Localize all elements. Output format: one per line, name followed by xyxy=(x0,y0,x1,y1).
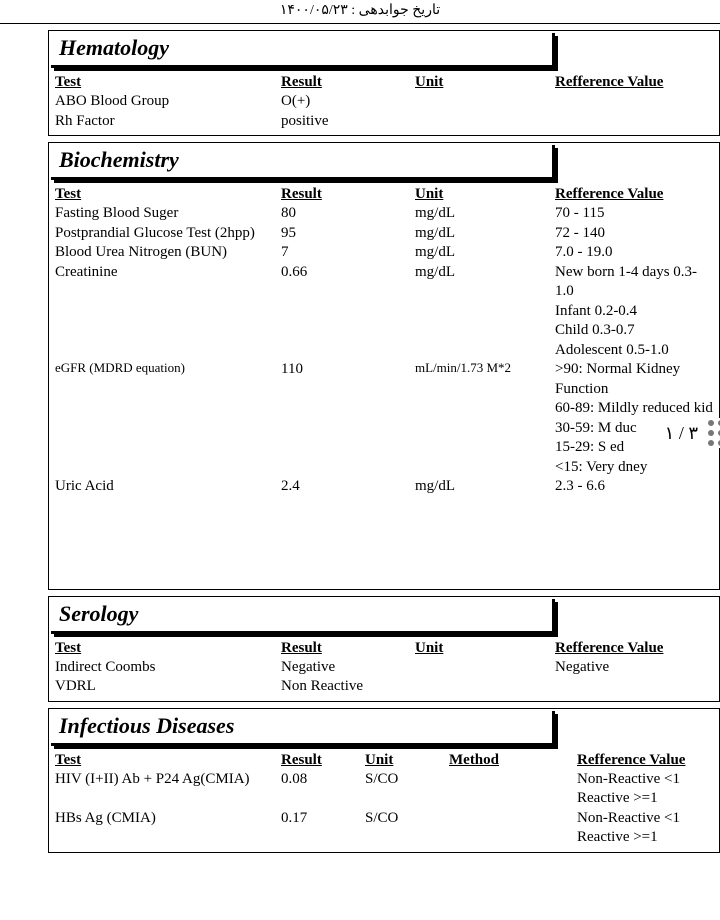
cell-result: 0.66 xyxy=(281,263,415,283)
cell-test: HIV (I+II) Ab + P24 Ag(CMIA) xyxy=(55,770,281,790)
cell-ref: 2.3 - 6.6 xyxy=(555,477,713,497)
cell-test: ABO Blood Group xyxy=(55,92,281,112)
cell-ref: 7.0 - 19.0 xyxy=(555,243,713,263)
cell-test: HBs Ag (CMIA) xyxy=(55,809,281,829)
table-row: Postprandial Glucose Test (2hpp)95mg/dL7… xyxy=(55,224,713,244)
cell-result: positive xyxy=(281,112,415,132)
col-ref: Refference Value xyxy=(555,74,713,91)
more-icon[interactable] xyxy=(708,420,720,446)
cell-unit: mg/dL xyxy=(415,477,555,497)
col-test: Test xyxy=(55,640,281,657)
section-title-serology: Serology xyxy=(51,599,555,634)
report-date: تاريخ جوابدهی : ۱۴۰۰/۰۵/۲۳ xyxy=(0,0,720,24)
cell-unit: S/CO xyxy=(365,809,449,829)
cell-unit: mg/dL xyxy=(415,263,555,283)
cell-ref: Non-Reactive <1 Reactive >=1 xyxy=(577,809,713,848)
col-unit: Unit xyxy=(365,752,449,769)
cell-unit: mg/dL xyxy=(415,243,555,263)
col-unit: Unit xyxy=(415,74,555,91)
col-test: Test xyxy=(55,752,281,769)
col-unit: Unit xyxy=(415,186,555,203)
page-indicator: ٣ / ١ xyxy=(665,423,698,444)
table-row: Uric Acid2.4mg/dL2.3 - 6.6 xyxy=(55,477,713,497)
cell-ref: 70 - 115 xyxy=(555,204,713,224)
table-header: Test Result Unit Refference Value xyxy=(55,74,713,91)
col-method: Method xyxy=(449,752,577,769)
cell-test: Fasting Blood Suger xyxy=(55,204,281,224)
cell-test: VDRL xyxy=(55,677,281,697)
col-test: Test xyxy=(55,186,281,203)
cell-result: 95 xyxy=(281,224,415,244)
col-ref: Refference Value xyxy=(555,640,713,657)
cell-test: Postprandial Glucose Test (2hpp) xyxy=(55,224,281,244)
col-test: Test xyxy=(55,74,281,91)
table-row: HIV (I+II) Ab + P24 Ag(CMIA)0.08S/CO Non-… xyxy=(55,770,713,809)
section-title-infectious: Infectious Diseases xyxy=(51,711,555,746)
section-hematology: Checked Hematology Test Result Unit Reff… xyxy=(48,30,720,136)
section-biochemistry: Checked by Biochemistry Test Result Unit… xyxy=(48,142,720,590)
cell-unit: mg/dL xyxy=(415,204,555,224)
section-title-biochemistry: Biochemistry xyxy=(51,145,555,180)
table-row: VDRLNon Reactive xyxy=(55,677,713,697)
col-ref: Refference Value xyxy=(577,752,713,769)
cell-ref: 72 - 140 xyxy=(555,224,713,244)
cell-test: Uric Acid xyxy=(55,477,281,497)
col-result: Result xyxy=(281,74,415,91)
cell-test: Creatinine xyxy=(55,263,281,283)
col-ref: Refference Value xyxy=(555,186,713,203)
cell-test: Rh Factor xyxy=(55,112,281,132)
cell-test: eGFR (MDRD equation) xyxy=(55,360,281,377)
table-header: Test Result Unit Refference Value xyxy=(55,640,713,657)
table-row: Blood Urea Nitrogen (BUN)7mg/dL7.0 - 19.… xyxy=(55,243,713,263)
cell-result: 80 xyxy=(281,204,415,224)
cell-result: Non Reactive xyxy=(281,677,415,697)
cell-result: 2.4 xyxy=(281,477,415,497)
table-row: Fasting Blood Suger80mg/dL70 - 115 xyxy=(55,204,713,224)
cell-ref: Negative xyxy=(555,658,713,678)
table-header: Test Result Unit Method Refference Value xyxy=(55,752,713,769)
page-indicator-overlay[interactable]: ٣ / ١ xyxy=(661,418,720,448)
table-row: ABO Blood GroupO(+) xyxy=(55,92,713,112)
cell-unit: mg/dL xyxy=(415,224,555,244)
col-result: Result xyxy=(281,640,415,657)
cell-result: 0.17 xyxy=(281,809,365,829)
table-row: Rh Factorpositive xyxy=(55,112,713,132)
table-header: Test Result Unit Refference Value xyxy=(55,186,713,203)
cell-result: 110 xyxy=(281,360,415,380)
col-result: Result xyxy=(281,752,365,769)
cell-ref: Non-Reactive <1 Reactive >=1 xyxy=(577,770,713,809)
section-title-hematology: Hematology xyxy=(51,33,555,68)
col-result: Result xyxy=(281,186,415,203)
section-serology: Chec Serology Test Result Unit Refferenc… xyxy=(48,596,720,702)
table-row: Indirect CoombsNegativeNegative xyxy=(55,658,713,678)
cell-test: Indirect Coombs xyxy=(55,658,281,678)
cell-test: Blood Urea Nitrogen (BUN) xyxy=(55,243,281,263)
section-infectious: Checked by Infectious Diseases Test Resu… xyxy=(48,708,720,853)
table-row: eGFR (MDRD equation)110mL/min/1.73 M*2>9… xyxy=(55,360,713,477)
table-row: Creatinine0.66mg/dLNew born 1-4 days 0.3… xyxy=(55,263,713,361)
cell-unit: S/CO xyxy=(365,770,449,790)
table-row: HBs Ag (CMIA)0.17S/CO Non-Reactive <1 Rea… xyxy=(55,809,713,848)
cell-unit: mL/min/1.73 M*2 xyxy=(415,360,555,377)
cell-result: Negative xyxy=(281,658,415,678)
col-unit: Unit xyxy=(415,640,555,657)
cell-ref: New born 1-4 days 0.3-1.0 Infant 0.2-0.4… xyxy=(555,263,713,361)
cell-result: 0.08 xyxy=(281,770,365,790)
cell-result: O(+) xyxy=(281,92,415,112)
cell-result: 7 xyxy=(281,243,415,263)
